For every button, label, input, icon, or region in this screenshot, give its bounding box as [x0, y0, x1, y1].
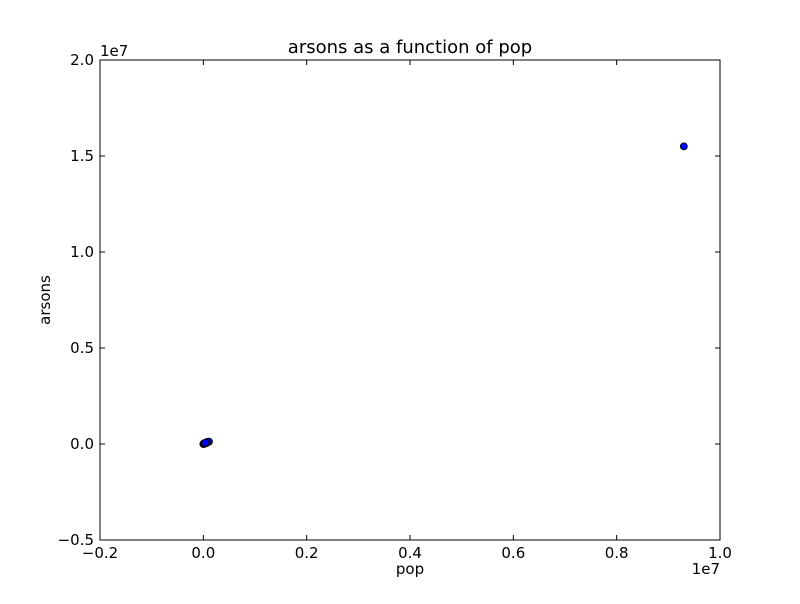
- x-tick-label: 0.6: [501, 544, 525, 562]
- x-tick-label: 0.4: [398, 544, 422, 562]
- x-tick-label: 0.2: [295, 544, 319, 562]
- data-point: [201, 438, 210, 447]
- x-tick-label: 0.8: [605, 544, 629, 562]
- y-tick-label: −0.5: [58, 531, 94, 549]
- x-axis-label: pop: [396, 560, 424, 578]
- x-tick-label: 0.0: [191, 544, 215, 562]
- y-offset-label: 1e7: [100, 42, 128, 60]
- y-tick-label: 1.0: [70, 243, 94, 261]
- x-tick-label: −0.2: [82, 544, 118, 562]
- y-axis-label: arsons: [36, 275, 54, 325]
- y-tick-label: 2.0: [70, 51, 94, 69]
- y-tick-label: 1.5: [70, 147, 94, 165]
- axes-frame: [99, 59, 721, 541]
- y-tick-label: 0.0: [70, 435, 94, 453]
- plot-area: −0.2 0.0 0.2 0.4 0.6 0.8 1.0 −0.5 0.0 0.5 1.0 1.5 2.…: [58, 51, 732, 562]
- chart-title: arsons as a function of pop: [288, 37, 532, 58]
- x-tick-label: 1.0: [708, 544, 732, 562]
- data-point: [679, 142, 688, 151]
- y-tick-label: 0.5: [70, 339, 94, 357]
- x-offset-label: 1e7: [692, 560, 720, 578]
